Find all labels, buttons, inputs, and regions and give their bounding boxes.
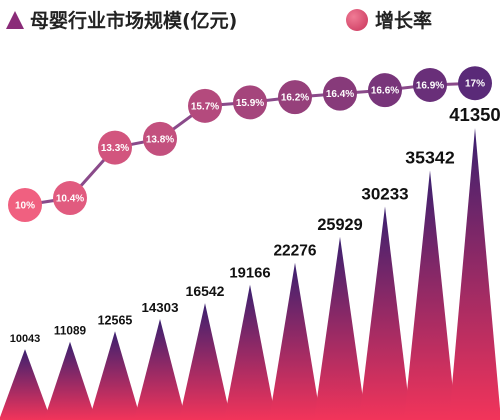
bar-4 (134, 318, 186, 420)
rate-label-6: 15.9% (236, 98, 264, 109)
bar-value-label-5: 16542 (186, 283, 225, 299)
bar-value-label-8: 25929 (317, 216, 362, 234)
rate-point-8 (323, 76, 357, 111)
bar-11 (449, 128, 500, 420)
circle-icon (346, 8, 368, 31)
bar-2 (44, 341, 96, 420)
rate-label-11: 17% (465, 79, 485, 90)
bar-value-label-6: 19166 (229, 266, 270, 282)
legend-label-market-size: 母婴行业市场规模(亿元) (30, 10, 238, 32)
rate-label-3: 13.3% (101, 143, 129, 154)
rate-label-8: 16.4% (326, 89, 354, 100)
bar-value-label-10: 35342 (405, 147, 455, 167)
bar-1 (0, 349, 51, 420)
legend-item-growth-rate: 增长率 (346, 6, 432, 33)
rate-point-6 (233, 85, 267, 120)
bar-10 (404, 170, 456, 420)
rate-point-5 (188, 88, 222, 123)
rate-label-9: 16.6% (371, 86, 399, 97)
bar-value-label-11: 41350 (449, 104, 500, 125)
rate-label-2: 10.4% (56, 194, 84, 205)
legend-label-growth-rate: 增长率 (375, 10, 433, 32)
growth-rate-series: 10% 10.4% 13.3% 13.8% 15.7% 15.9% 16.2% 16.4% 16… (8, 66, 492, 222)
rate-point-10 (413, 67, 447, 102)
bar-value-label-4: 14303 (142, 300, 179, 315)
bar-value-label-9: 30233 (361, 185, 408, 204)
rate-label-4: 13.8% (146, 134, 174, 145)
rate-point-2 (53, 181, 87, 216)
bar-7 (269, 262, 321, 420)
legend: 母婴行业市场规模(亿元) 增长率 (0, 6, 500, 36)
bar-value-label-7: 22276 (273, 243, 316, 260)
bar-value-label-2: 11089 (54, 324, 87, 338)
bar-value-label-1: 10043 (10, 333, 41, 345)
bar-value-label-3: 12565 (98, 313, 133, 327)
rate-point-7 (278, 80, 312, 115)
rate-label-7: 16.2% (281, 93, 309, 104)
rate-point-11 (458, 66, 492, 101)
rate-point-1 (8, 188, 42, 222)
rate-point-3 (98, 130, 132, 165)
rate-point-4 (143, 121, 177, 156)
legend-item-market-size: 母婴行业市场规模(亿元) (6, 6, 237, 33)
bar-9 (359, 206, 411, 420)
bar-series: 10043 11089 12565 14303 16542191662227625929… (0, 104, 500, 420)
rate-label-5: 15.7% (191, 101, 219, 112)
bar-5 (179, 303, 231, 420)
bar-8 (314, 236, 366, 420)
bar-3 (89, 331, 141, 420)
rate-label-1: 10% (15, 201, 35, 212)
triangle-icon (6, 10, 24, 29)
rate-point-9 (368, 73, 402, 108)
bar-6 (224, 284, 276, 420)
rate-label-10: 16.9% (416, 80, 444, 91)
